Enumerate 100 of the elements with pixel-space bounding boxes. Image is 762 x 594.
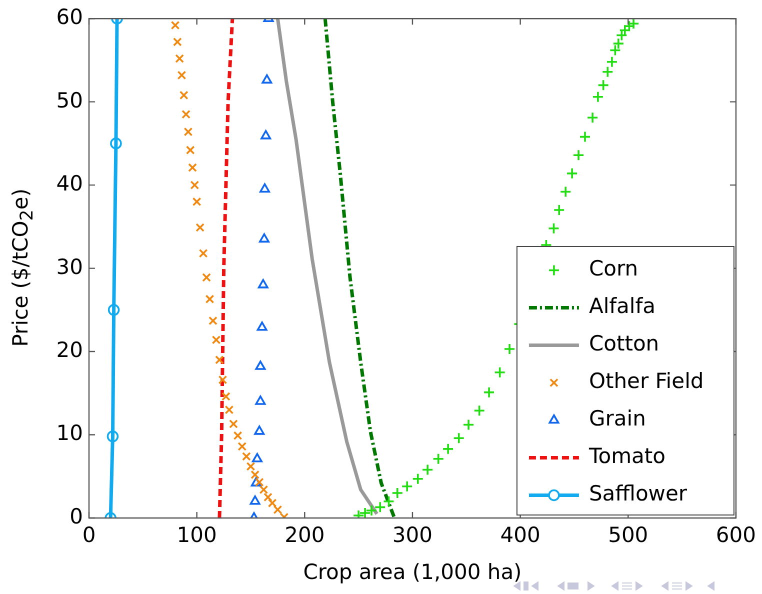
point	[218, 375, 228, 384]
point	[260, 183, 270, 193]
point	[592, 90, 604, 103]
point	[212, 335, 221, 344]
point	[560, 186, 572, 198]
x-tick-label: 500	[608, 523, 648, 548]
legend-label: Corn	[588, 256, 638, 281]
x-axis-title: Crop area (1,000 ha)	[303, 560, 522, 584]
point	[202, 273, 211, 282]
point	[190, 180, 200, 190]
point	[494, 366, 506, 378]
y-tick-label: 20	[56, 338, 83, 362]
point	[264, 492, 272, 502]
point	[602, 66, 614, 78]
point	[432, 453, 444, 465]
point	[572, 149, 584, 162]
point	[215, 355, 224, 364]
y-tick-label: 60	[56, 5, 83, 30]
point	[586, 112, 598, 124]
x-tick-label: 400	[500, 523, 540, 548]
point	[273, 505, 282, 514]
point	[188, 163, 197, 172]
point	[606, 56, 618, 68]
point	[473, 404, 486, 417]
point	[250, 495, 260, 505]
point	[170, 20, 180, 30]
y-tick-label: 10	[56, 421, 83, 446]
point	[401, 480, 413, 492]
point	[553, 204, 566, 216]
point	[238, 442, 247, 451]
point	[250, 470, 260, 480]
point	[175, 54, 184, 63]
point	[182, 110, 190, 119]
x-tick-label: 100	[176, 523, 217, 548]
point	[198, 248, 208, 258]
point	[177, 70, 186, 80]
point	[110, 138, 122, 150]
legend-label: Other Field	[588, 369, 704, 394]
point	[260, 130, 272, 140]
x-tick-label: 300	[392, 523, 433, 548]
point	[255, 396, 266, 405]
point	[422, 464, 434, 476]
y-tick-label: 0	[70, 504, 83, 528]
point	[179, 90, 188, 100]
point	[366, 504, 378, 516]
point	[258, 233, 270, 243]
point	[106, 430, 119, 442]
point	[391, 487, 404, 499]
point	[196, 223, 204, 232]
point	[233, 431, 242, 440]
point	[242, 452, 251, 461]
point	[192, 197, 202, 206]
point	[412, 472, 424, 485]
point	[374, 501, 386, 514]
point	[184, 127, 193, 136]
point	[222, 392, 230, 401]
legend-label: Safflower	[588, 482, 688, 506]
point	[483, 386, 495, 398]
point	[442, 443, 454, 455]
point	[359, 507, 371, 518]
point	[252, 453, 262, 462]
point	[256, 321, 268, 331]
point	[268, 498, 277, 508]
point	[229, 420, 238, 428]
line-series	[218, 18, 234, 518]
point	[254, 478, 264, 487]
legend-label: Alfalfa	[588, 294, 656, 318]
point	[172, 37, 182, 46]
point	[224, 405, 234, 414]
point	[259, 485, 268, 494]
legend-label: Tomato	[588, 444, 666, 468]
legend-label: Cotton	[588, 332, 660, 356]
point	[250, 477, 262, 486]
point	[246, 462, 256, 471]
point	[623, 20, 636, 32]
point	[108, 304, 120, 316]
y-tick-label: 50	[56, 88, 83, 112]
y-tick-label: 30	[56, 254, 83, 279]
point	[612, 38, 624, 50]
point	[609, 44, 622, 56]
point	[504, 343, 516, 355]
point	[255, 360, 266, 370]
legend-label: Grain	[588, 406, 646, 431]
point	[452, 432, 465, 444]
line-series	[323, 18, 396, 518]
point	[208, 316, 218, 326]
point	[382, 495, 395, 508]
point	[566, 168, 578, 180]
point	[462, 418, 474, 431]
point	[597, 79, 610, 92]
point	[262, 74, 272, 84]
point	[579, 130, 591, 143]
point	[548, 222, 560, 234]
x-tick-label: 200	[284, 523, 325, 548]
point	[205, 294, 214, 304]
x-tick-label: 600	[716, 523, 756, 548]
y-tick-label: 40	[56, 172, 83, 196]
point	[258, 279, 268, 288]
point	[254, 426, 265, 435]
point	[186, 146, 195, 155]
